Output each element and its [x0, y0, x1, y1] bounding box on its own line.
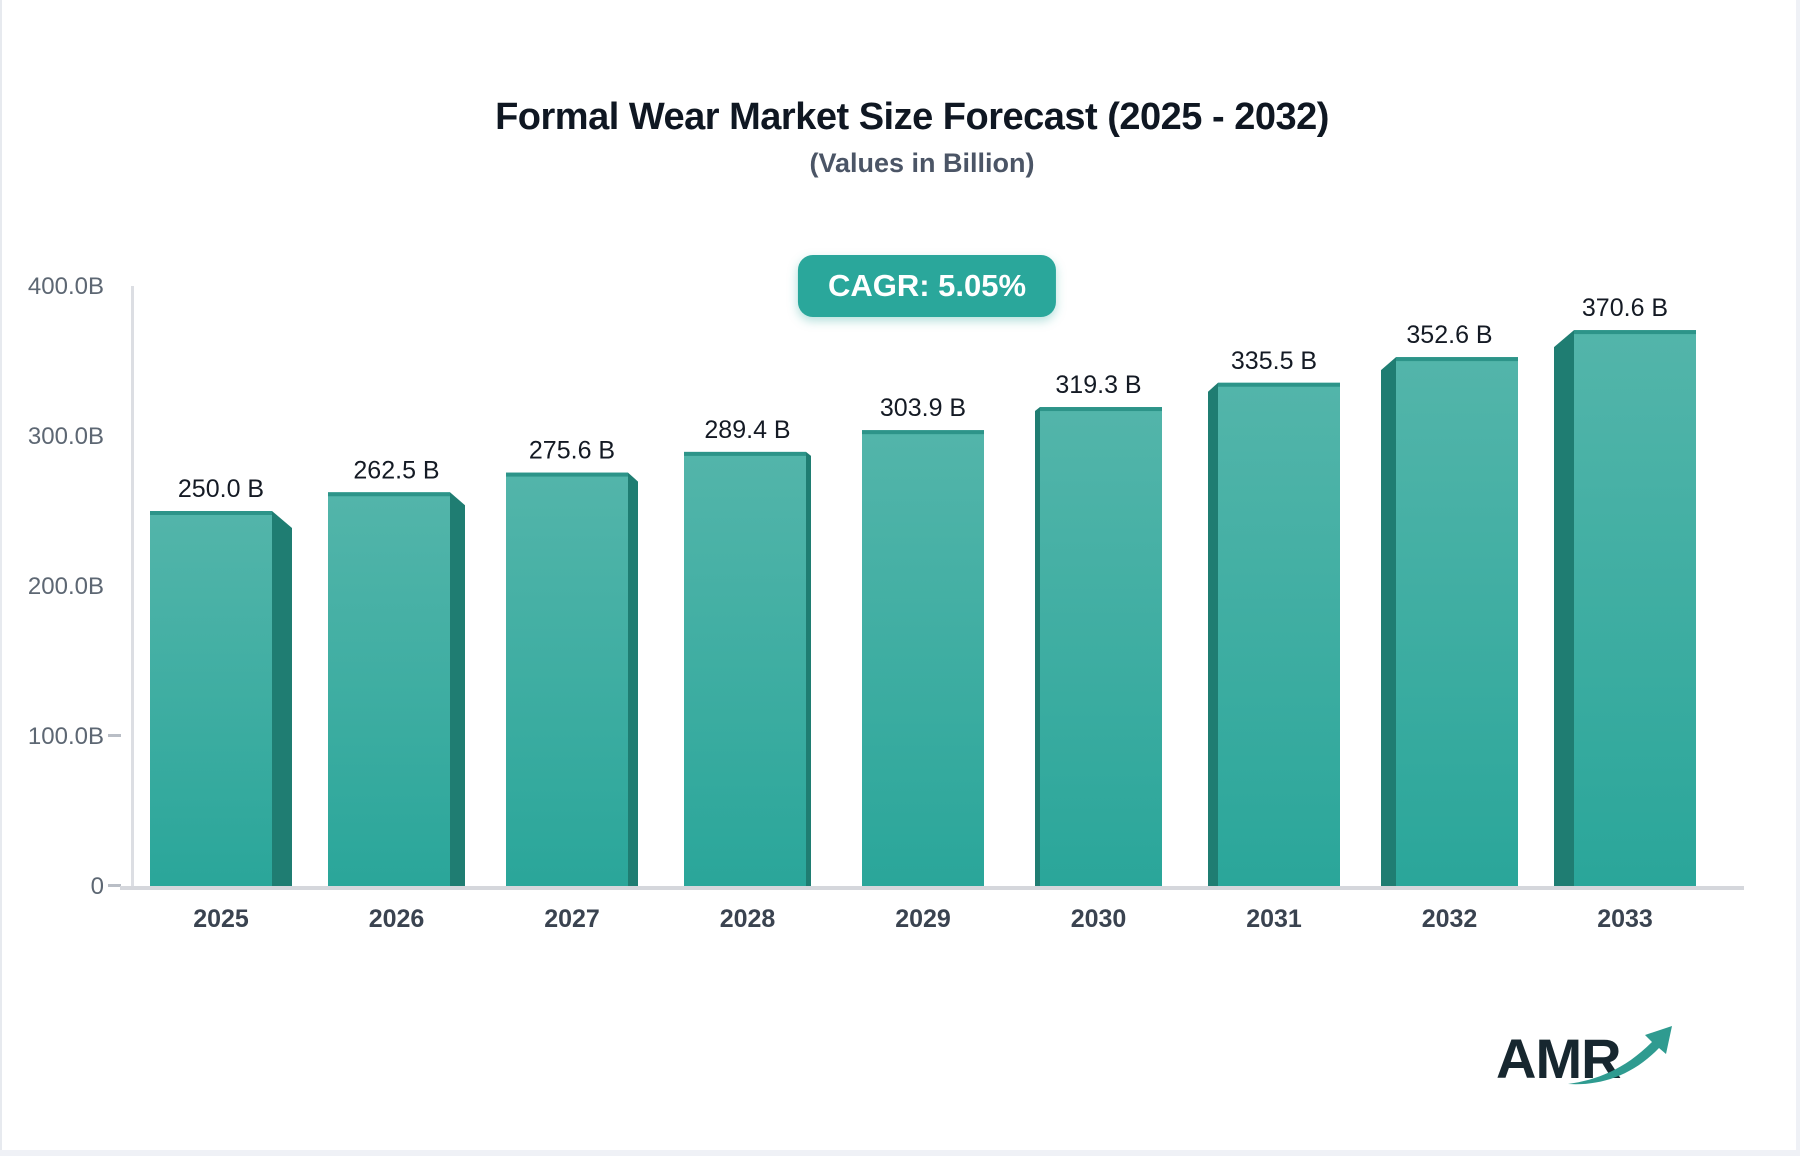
bar-front-face [1040, 407, 1162, 886]
x-axis-label: 2028 [720, 905, 776, 933]
bar-value-label: 335.5 B [1231, 347, 1317, 375]
bar-side-face [1554, 330, 1574, 887]
bar-top-bevel [684, 451, 806, 456]
bar-top-bevel [1218, 382, 1340, 387]
y-axis-tick-label: 100.0B [28, 723, 104, 750]
y-axis-tick-label: 400.0B [28, 273, 104, 300]
bar-top-bevel [862, 430, 984, 435]
bar-front-face [684, 451, 806, 886]
bar-front-face [506, 472, 628, 886]
amr-logo: AMR [1496, 1018, 1686, 1098]
y-axis-tick-label: 200.0B [28, 573, 104, 600]
y-axis-tick-mark [108, 884, 121, 887]
x-axis-label: 2031 [1246, 905, 1302, 933]
bar-value-label: 250.0 B [178, 475, 264, 503]
x-axis-label: 2032 [1422, 905, 1478, 933]
bar-2026: 262.5 B 2026 [328, 456, 465, 933]
bar-side-face [1035, 407, 1040, 886]
bar-top-bevel [1040, 407, 1162, 412]
bar-value-label: 370.6 B [1582, 294, 1668, 322]
bar-2030: 319.3 B 2030 [1035, 371, 1162, 933]
bar-front-face [150, 511, 272, 886]
x-axis-label: 2027 [544, 905, 600, 933]
bar-value-label: 262.5 B [353, 456, 439, 484]
bar-top-bevel [1396, 357, 1518, 362]
bar-top-bevel [1574, 330, 1696, 335]
bar-top-bevel [150, 511, 272, 515]
bar-value-label: 352.6 B [1406, 321, 1492, 349]
x-axis-label: 2029 [895, 905, 951, 933]
bar-side-face [450, 492, 465, 886]
bar-front-face [328, 492, 450, 886]
y-axis-line [131, 286, 134, 890]
page-right-edge [1796, 0, 1800, 1156]
bar-value-label: 319.3 B [1055, 371, 1141, 399]
growth-arrow-icon [1568, 1026, 1672, 1085]
bar-front-face [1396, 357, 1518, 887]
bar-side-face [1208, 382, 1218, 886]
bar-2032: 352.6 B 2032 [1381, 321, 1518, 933]
x-axis-label: 2030 [1071, 905, 1127, 933]
page-bottom-edge [0, 1150, 1800, 1156]
bar-2029: 303.9 B 2029 [862, 394, 984, 933]
bar-side-face [1381, 357, 1396, 887]
y-axis-tick-label: 0 [91, 873, 104, 900]
bar-2031: 335.5 B 2031 [1208, 347, 1340, 933]
bar-top-bevel [506, 472, 628, 477]
bar-value-label: 289.4 B [704, 416, 790, 444]
chart-subtitle: (Values in Billion) [809, 148, 1035, 178]
bar-side-face [272, 511, 292, 886]
page-left-edge [0, 0, 2, 1156]
bar-side-face [628, 472, 638, 886]
bar-side-face [806, 451, 811, 886]
bar-front-face [862, 430, 984, 886]
x-axis-baseline [120, 886, 1744, 890]
bar-2033: 370.6 B 2033 [1554, 294, 1696, 933]
bar-top-bevel [328, 492, 450, 497]
chart-title: Formal Wear Market Size Forecast (2025 -… [495, 96, 1329, 138]
bar-value-label: 275.6 B [529, 437, 615, 465]
bar-2028: 289.4 B 2028 [684, 416, 811, 933]
x-axis-label: 2033 [1597, 905, 1653, 933]
x-axis-label: 2026 [369, 905, 425, 933]
bar-front-face [1218, 382, 1340, 886]
bar-value-label: 303.9 B [880, 394, 966, 422]
bar-2025: 250.0 B 2025 [150, 475, 292, 933]
y-axis-tick-mark [108, 734, 121, 737]
cagr-badge: CAGR: 5.05% [797, 255, 1057, 317]
x-axis-label: 2025 [193, 905, 249, 933]
bar-front-face [1574, 330, 1696, 887]
bar-2027: 275.6 B 2027 [506, 437, 638, 933]
y-axis-tick-label: 300.0B [28, 423, 104, 450]
